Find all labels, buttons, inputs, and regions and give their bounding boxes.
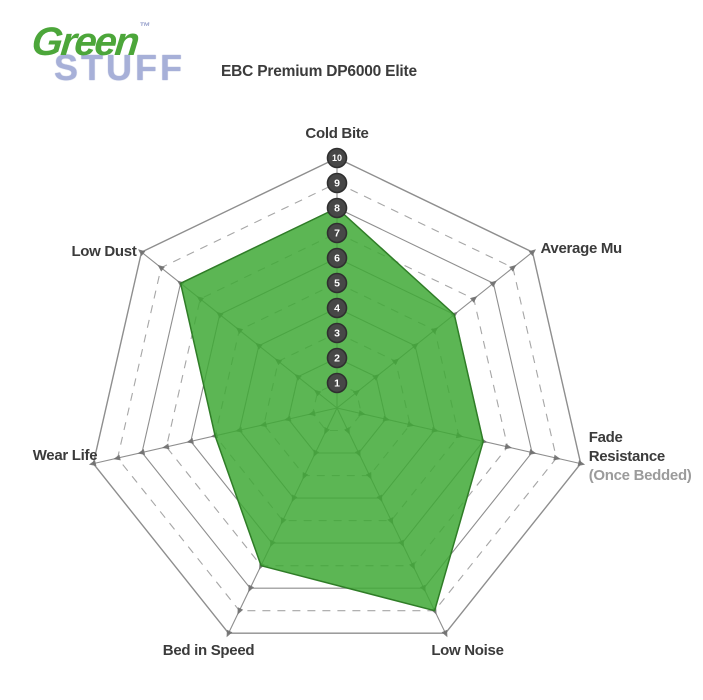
scale-number-1: 1 — [334, 378, 340, 390]
ring-tick-marker — [186, 437, 194, 444]
ring-tick-marker — [528, 449, 537, 455]
scale-circle-9 — [326, 172, 348, 194]
ring-tick-marker — [489, 280, 497, 288]
scale-circle-10 — [326, 147, 348, 169]
axis-label-low-noise: Low Noise — [431, 641, 504, 660]
scale-circle-7 — [326, 222, 348, 244]
scale-number-10: 10 — [332, 153, 342, 163]
axis-label-text: Average Mu — [540, 240, 622, 258]
scale-number-3: 3 — [334, 328, 340, 340]
ring-tick-marker — [237, 607, 244, 615]
scale-number-5: 5 — [334, 278, 340, 290]
axis-label-text: Low Noise — [431, 642, 504, 660]
ring-tick-marker — [138, 249, 146, 256]
ring-tick-marker — [528, 249, 536, 256]
axis-label-cold-bite: Cold Bite — [305, 124, 368, 143]
axis-label-text: Fade Resistance — [588, 428, 666, 465]
radar-ring-8 — [141, 207, 533, 589]
ring-tick-marker — [88, 460, 97, 466]
axis-sublabel-text: (Once Bedded) — [588, 467, 692, 484]
scale-number-4: 4 — [334, 303, 340, 315]
logo-word-stuff: STUFF — [54, 47, 185, 88]
scale-number-7: 7 — [334, 228, 340, 240]
ring-tick-marker — [470, 296, 478, 303]
data-polygon-greenstuff — [179, 207, 484, 612]
scale-number-8: 8 — [334, 203, 340, 215]
axis-label-text: Bed in Speed — [162, 642, 255, 660]
scale-circle-5 — [326, 272, 348, 294]
scale-number-9: 9 — [334, 178, 340, 190]
ring-tick-marker — [162, 443, 170, 450]
scale-circle-4 — [326, 297, 348, 319]
axis-label-average-mu: Average Mu — [540, 239, 622, 258]
ring-tick-marker — [248, 584, 254, 593]
scale-circle-3 — [326, 322, 348, 344]
axis-label-fade-resistance: Fade Resistance (Once Bedded) — [589, 428, 692, 486]
axis-label-low-dust: Low Dust — [71, 242, 136, 261]
scale-number-6: 6 — [334, 253, 340, 265]
chart-title: EBC Premium DP6000 Elite — [221, 63, 417, 80]
ring-tick-marker — [113, 454, 121, 461]
axis-label-wear-life: Wear Life — [33, 446, 98, 465]
ring-tick-marker — [553, 454, 561, 461]
scale-circle-8 — [326, 197, 348, 219]
axis-label-bed-in-speed: Bed in Speed — [162, 641, 255, 660]
ring-tick-marker — [157, 264, 165, 272]
ring-tick-marker — [226, 629, 233, 638]
axis-label-text: Cold Bite — [305, 125, 369, 142]
scale-circle-1 — [326, 372, 348, 394]
axis-label-text: Wear Life — [32, 446, 98, 464]
scale-circle-6 — [326, 247, 348, 269]
ring-tick-marker — [504, 443, 512, 450]
ring-tick-marker — [577, 460, 586, 466]
ring-tick-marker — [509, 264, 517, 272]
scale-circle-2 — [326, 347, 348, 369]
ring-tick-marker — [137, 449, 146, 455]
radar-ring-9 — [117, 182, 557, 612]
axis-label-text: Low Dust — [71, 243, 137, 261]
ring-tick-marker — [441, 629, 448, 638]
greenstuff-logo: Green™ STUFF — [30, 20, 202, 122]
radar-ring-10 — [92, 157, 582, 634]
scale-number-2: 2 — [334, 353, 340, 365]
